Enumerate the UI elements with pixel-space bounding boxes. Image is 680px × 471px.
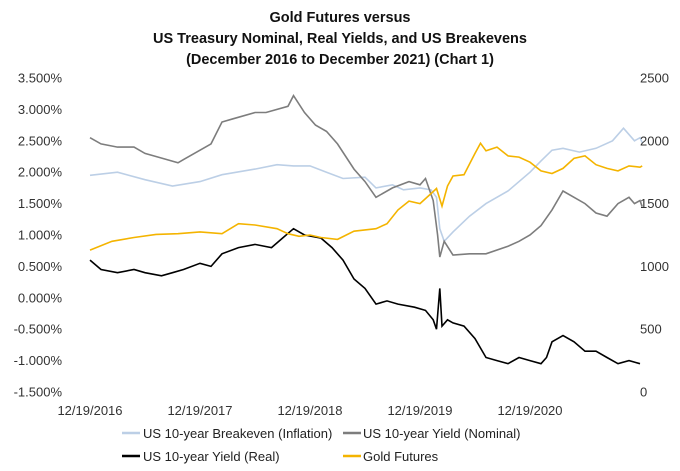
y-right-tick-label: 2000 [640,133,669,148]
legend-entry-nominal-yield: US 10-year Yield (Nominal) [343,426,521,441]
x-tick-label: 12/19/2016 [57,403,122,418]
x-tick-label: 12/19/2020 [497,403,562,418]
x-tick-label: 12/19/2019 [387,403,452,418]
y-left-tick-label: -1.000% [14,353,63,368]
legend-label-nominal-yield: US 10-year Yield (Nominal) [363,426,521,441]
y-right-tick-label: 2500 [640,71,669,86]
legend-entry-breakeven: US 10-year Breakeven (Inflation) [122,426,332,441]
y-left-tick-label: 1.500% [18,196,63,211]
chart-title-line-3: (December 2016 to December 2021) (Chart … [186,52,494,68]
y-left-tick-label: 3.000% [18,102,63,117]
y-left-tick-label: -1.500% [14,385,63,400]
legend-entry-gold-futures: Gold Futures [343,449,439,464]
series-line-nominal-yield [89,94,643,258]
y-right-tick-label: 1000 [640,259,669,274]
legend-entry-real-yield: US 10-year Yield (Real) [122,449,280,464]
y-right-tick-label: 500 [640,322,662,337]
series-line-gold-futures [89,141,643,251]
x-tick-label: 12/19/2018 [277,403,342,418]
legend-label-gold-futures: Gold Futures [363,449,439,464]
y-left-tick-label: -0.500% [14,322,63,337]
x-tick-label: 12/19/2017 [167,403,232,418]
plot-area [89,94,643,365]
legend: US 10-year Breakeven (Inflation) US 10-y… [122,426,521,464]
chart-title-line-2: US Treasury Nominal, Real Yields, and US… [153,31,527,47]
y-axis-left: 3.500% 3.000% 2.500% 2.000% 1.500% 1.000… [14,71,63,400]
legend-label-breakeven: US 10-year Breakeven (Inflation) [143,426,332,441]
y-left-tick-label: 2.500% [18,133,63,148]
y-right-tick-label: 0 [640,385,647,400]
chart-title: Gold Futures versus US Treasury Nominal,… [153,10,527,68]
y-left-tick-label: 2.000% [18,165,63,180]
y-right-tick-label: 1500 [640,196,669,211]
y-left-tick-label: 0.500% [18,259,63,274]
series-line-breakeven [89,126,643,243]
legend-label-real-yield: US 10-year Yield (Real) [143,449,280,464]
x-axis: 12/19/2016 12/19/2017 12/19/2018 12/19/2… [57,403,562,418]
y-left-tick-label: 3.500% [18,71,63,86]
chart-title-line-1: Gold Futures versus [269,10,410,26]
series-line-real-yield [89,227,641,365]
y-left-tick-label: 1.000% [18,228,63,243]
y-axis-right: 2500 2000 1500 1000 500 0 [640,71,669,400]
y-left-tick-label: 0.000% [18,290,63,305]
